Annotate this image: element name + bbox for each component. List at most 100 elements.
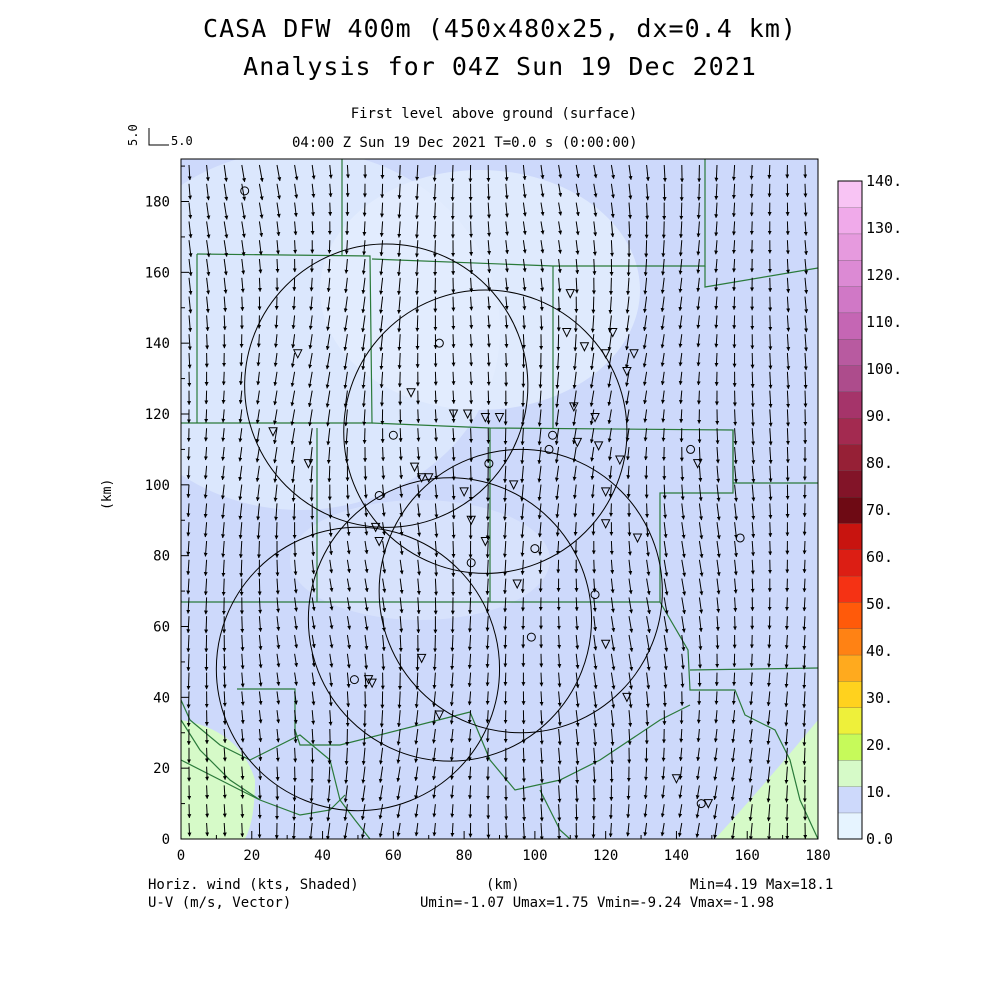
wind-vector — [646, 616, 651, 634]
wind-vector — [467, 653, 472, 669]
wind-vector — [537, 465, 542, 483]
wind-vector — [504, 804, 509, 821]
wind-vector — [397, 183, 402, 200]
wind-vector — [784, 785, 789, 803]
wind-vector — [290, 371, 296, 387]
wind-vector — [258, 672, 263, 687]
station-triangle-marker — [600, 487, 611, 498]
wind-vector — [607, 315, 612, 333]
colorbar-label: 30. — [866, 689, 893, 707]
wind-vector — [416, 503, 421, 518]
wind-vector — [558, 164, 563, 179]
wind-vector — [485, 672, 490, 687]
wind-vector — [293, 202, 298, 217]
wind-vector — [660, 315, 665, 331]
wind-vector — [786, 277, 791, 294]
wind-vector — [678, 371, 683, 386]
wind-vector — [522, 258, 527, 273]
y-tick-label: 120 — [145, 407, 170, 423]
wind-vector — [645, 540, 650, 557]
wind-vector — [589, 371, 595, 389]
wind-vector — [434, 503, 439, 519]
wind-vector — [258, 616, 263, 632]
wind-vector — [397, 334, 402, 351]
wind-vector — [255, 446, 260, 463]
wind-vector — [187, 164, 192, 181]
wind-vector — [239, 352, 244, 367]
wind-vector — [678, 315, 683, 330]
wind-vector — [607, 352, 612, 370]
wind-vector — [645, 503, 650, 518]
wind-vector — [255, 484, 260, 502]
wind-vector — [695, 822, 700, 838]
wind-vector — [222, 822, 227, 837]
station-circle-marker — [526, 632, 536, 642]
wind-vector — [294, 634, 299, 649]
station-triangle-marker — [632, 533, 643, 544]
wind-vector — [539, 804, 544, 822]
wind-vector — [221, 371, 226, 386]
wind-vector — [768, 446, 773, 464]
wind-vector — [608, 465, 613, 480]
wind-vector — [626, 785, 631, 800]
x-tick-label: 80 — [456, 848, 473, 864]
station-circle-marker — [735, 533, 745, 543]
wind-vector — [206, 240, 211, 258]
wind-vector — [696, 747, 701, 762]
station-circle-marker — [240, 186, 250, 196]
wind-vector — [557, 766, 562, 784]
wind-vector — [188, 315, 193, 333]
wind-vector — [258, 691, 263, 706]
wind-vector — [362, 728, 367, 747]
x-tick-label: 120 — [593, 848, 618, 864]
wind-vector — [643, 277, 648, 295]
wind-vector — [205, 164, 210, 182]
wind-vector — [591, 503, 596, 517]
wind-vector — [273, 390, 278, 406]
wind-vector — [749, 164, 754, 180]
wind-vector — [502, 540, 507, 558]
colorbar-swatch — [837, 680, 863, 708]
wind-vector — [255, 390, 260, 405]
wind-vector — [784, 710, 789, 727]
wind-vector — [555, 540, 560, 555]
colorbar-label: 0.0 — [866, 830, 893, 848]
wind-vector — [294, 183, 299, 199]
wind-vector — [290, 428, 296, 445]
wind-vector — [344, 277, 349, 294]
wind-vector — [590, 315, 595, 333]
wind-vector — [187, 334, 192, 351]
wind-vector — [714, 315, 719, 329]
wind-vector — [802, 578, 807, 593]
wind-vector — [223, 240, 229, 257]
colorbar-swatch — [837, 654, 863, 682]
station-triangle-marker — [579, 342, 590, 352]
wind-vector — [257, 785, 262, 800]
wind-vector — [785, 221, 790, 236]
y-tick-label: 160 — [145, 265, 170, 281]
wind-vector — [450, 804, 455, 818]
wind-vector — [344, 747, 349, 766]
wind-vector — [378, 747, 384, 765]
wind-vector — [734, 503, 739, 521]
wind-vector — [485, 597, 490, 614]
wind-vector — [238, 409, 243, 424]
wind-vector — [467, 747, 472, 762]
wind-vector — [642, 352, 648, 368]
wind-vector — [415, 672, 420, 690]
wind-vector — [203, 540, 208, 557]
wind-vector — [203, 522, 208, 538]
wind-vector — [767, 634, 772, 649]
wind-vector — [291, 315, 296, 330]
colorbar-label: 20. — [866, 736, 893, 754]
wind-vector — [294, 616, 299, 630]
wind-vector — [276, 183, 281, 200]
wind-vector — [311, 578, 316, 593]
wind-vector — [485, 710, 490, 724]
wind-vector — [749, 202, 754, 217]
wind-vector — [575, 240, 580, 255]
y-tick-label: 20 — [153, 761, 170, 777]
wind-vector — [362, 202, 367, 217]
wind-vector — [258, 183, 264, 201]
wind-vector — [645, 710, 650, 727]
